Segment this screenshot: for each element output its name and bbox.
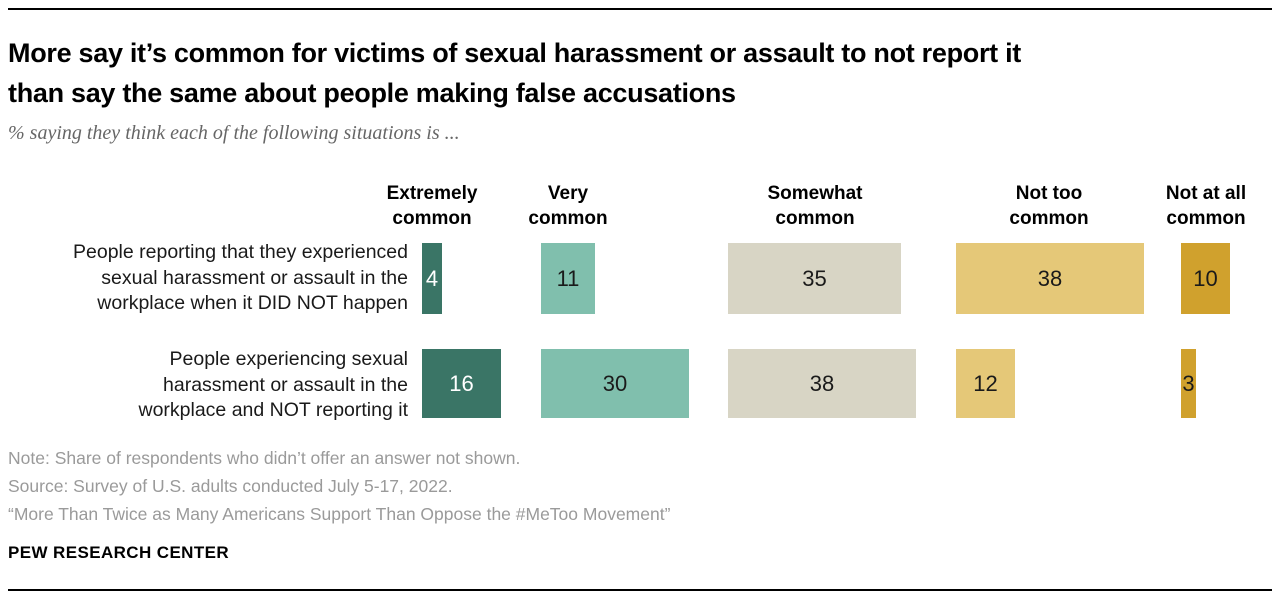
page-title-line-2: than say the same about people making fa…: [8, 78, 736, 108]
note-line: Note: Share of respondents who didn’t of…: [8, 448, 521, 468]
pew-research-center-wordmark: PEW RESEARCH CENTER: [8, 543, 230, 562]
bar-value-label: 38: [809, 370, 835, 396]
bar-segment: 35: [728, 243, 901, 314]
bar-value-label: 10: [1193, 265, 1218, 291]
column-header-not-too-common: Not too common: [1009, 183, 1089, 229]
bar-segment: 12: [956, 349, 1015, 418]
chart-subtitle: % saying they think each of the followin…: [8, 122, 460, 144]
bar-value-label: 4: [425, 265, 439, 291]
bar-value-label: 11: [556, 265, 580, 291]
bar-value-label: 16: [449, 370, 474, 396]
source-line: Source: Survey of U.S. adults conducted …: [8, 476, 453, 496]
column-header-not-at-all-common: Not at all common: [1165, 183, 1247, 229]
bar-segment: 11: [541, 243, 595, 314]
bar-segment: 30: [541, 349, 689, 418]
bar-segment: 10: [1181, 243, 1230, 314]
bar-value-label: 35: [802, 265, 827, 291]
page-title: More say it’s common for victims of sexu…: [8, 33, 1021, 113]
row-label-false-accusations: People reporting that they experienced s…: [73, 241, 408, 314]
bar-value-label: 3: [1182, 370, 1195, 396]
bar-value-label: 38: [1037, 265, 1063, 291]
report-title-line: “More Than Twice as Many Americans Suppo…: [8, 504, 671, 524]
top-rule: [8, 8, 1272, 10]
bar-value-label: 12: [973, 370, 998, 396]
bar-segment: 38: [956, 243, 1144, 314]
bar-value-label: 30: [602, 370, 628, 396]
row-label-not-reporting: People experiencing sexual harassment or…: [138, 348, 408, 421]
bar-segment: 4: [422, 243, 442, 314]
bottom-rule: [8, 589, 1272, 591]
bar-segment: 16: [422, 349, 501, 418]
bar-segment: 3: [1181, 349, 1196, 418]
column-header-extremely-common: Extremely common: [386, 183, 478, 229]
bar-segment: 38: [728, 349, 916, 418]
column-header-very-common: Very common: [528, 183, 608, 229]
page-title-line-1: More say it’s common for victims of sexu…: [8, 38, 1021, 68]
column-header-somewhat-common: Somewhat common: [767, 183, 863, 229]
